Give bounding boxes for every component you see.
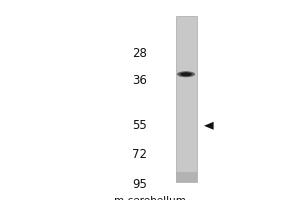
Text: 95: 95: [132, 178, 147, 190]
Bar: [176, 16, 197, 182]
Text: 55: 55: [132, 119, 147, 132]
Ellipse shape: [177, 71, 195, 77]
Ellipse shape: [180, 72, 192, 76]
Bar: [176, 172, 197, 182]
Text: 72: 72: [132, 148, 147, 161]
Polygon shape: [204, 122, 214, 130]
Text: 36: 36: [132, 74, 147, 87]
Text: m.cerebellum: m.cerebellum: [114, 196, 186, 200]
Text: 28: 28: [132, 47, 147, 60]
